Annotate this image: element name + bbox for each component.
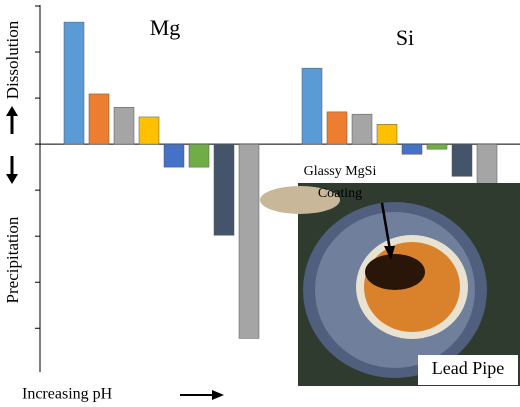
bar bbox=[238, 143, 260, 339]
arrow bbox=[6, 174, 18, 184]
bar bbox=[376, 124, 398, 145]
label-box bbox=[418, 355, 518, 385]
group-label: Mg bbox=[150, 15, 181, 40]
annotation: Lead Pipe bbox=[432, 358, 504, 378]
bar bbox=[113, 107, 135, 145]
bar bbox=[476, 143, 498, 184]
annotation-arrow bbox=[380, 202, 392, 251]
photo-inset bbox=[260, 183, 520, 386]
bar bbox=[63, 21, 85, 145]
bar bbox=[301, 67, 323, 145]
arrow bbox=[212, 390, 224, 400]
bar bbox=[326, 111, 348, 145]
bar bbox=[451, 143, 473, 177]
bar bbox=[351, 113, 373, 145]
y-label: Precipitation bbox=[3, 216, 22, 303]
arrow bbox=[6, 106, 18, 116]
bar bbox=[188, 143, 210, 168]
annotation-arrowhead bbox=[384, 246, 395, 260]
bar bbox=[138, 116, 160, 145]
annotation: Coating bbox=[318, 186, 362, 201]
bar bbox=[88, 93, 110, 145]
bar bbox=[401, 143, 423, 155]
y-label: Dissolution bbox=[3, 20, 22, 99]
bar bbox=[213, 143, 235, 236]
annotation: Glassy MgSi bbox=[304, 164, 377, 179]
bar bbox=[163, 143, 185, 168]
x-label: Increasing pH bbox=[22, 386, 113, 403]
group-label: Si bbox=[396, 25, 414, 50]
bar bbox=[426, 143, 448, 150]
